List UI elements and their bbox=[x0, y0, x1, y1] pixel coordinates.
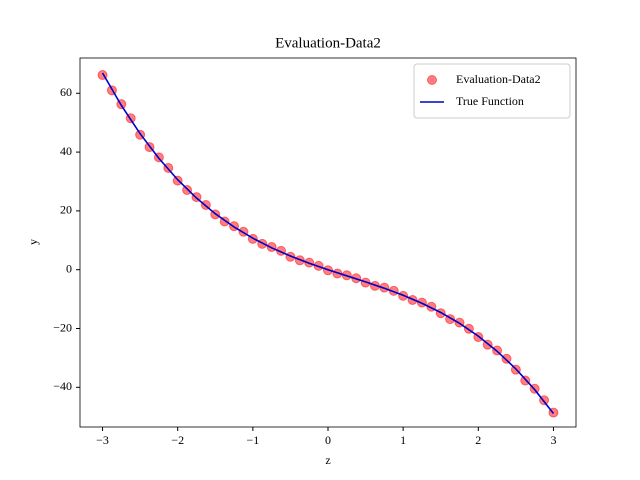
x-tick-label: 3 bbox=[550, 433, 556, 447]
plot-frame bbox=[79, 57, 577, 428]
chart-title: Evaluation-Data2 bbox=[275, 35, 381, 51]
y-tick-label: 20 bbox=[60, 203, 72, 217]
y-axis-label: y bbox=[26, 239, 40, 245]
y-tick-label: 40 bbox=[60, 144, 72, 158]
x-tick-label: −2 bbox=[171, 433, 184, 447]
x-tick-label: 0 bbox=[325, 433, 331, 447]
data-point bbox=[501, 353, 512, 364]
line-series bbox=[101, 72, 555, 414]
y-tick-label: −20 bbox=[53, 320, 72, 334]
x-axis-label: z bbox=[325, 453, 330, 467]
x-tick-label: 1 bbox=[400, 433, 406, 447]
legend-box bbox=[413, 63, 571, 119]
x-tick-label: −1 bbox=[246, 433, 259, 447]
x-tick-label: −3 bbox=[96, 433, 109, 447]
y-tick-label: 60 bbox=[60, 85, 72, 99]
legend-label: True Function bbox=[456, 94, 524, 108]
y-tick-label: 0 bbox=[66, 261, 72, 275]
y-tick-label: −40 bbox=[53, 379, 72, 393]
legend-marker bbox=[427, 75, 437, 85]
x-tick-label: 2 bbox=[475, 433, 481, 447]
legend-label: Evaluation-Data2 bbox=[456, 72, 541, 86]
